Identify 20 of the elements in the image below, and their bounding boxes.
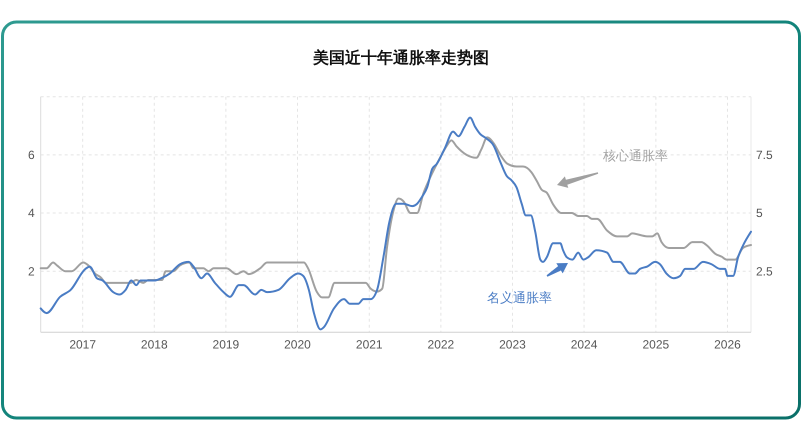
- y-tick-label: 2: [28, 264, 36, 278]
- x-tick-label: 2025: [642, 337, 670, 352]
- x-tick-label: 2017: [69, 337, 96, 352]
- y2-tick-label: 2.5: [756, 264, 774, 278]
- text: 核心通胀率: [602, 148, 668, 163]
- x-tick-label: 2022: [428, 337, 455, 352]
- legend-label: 名义通胀率: [487, 290, 552, 305]
- x-tick-label: 2021: [356, 337, 383, 352]
- y2-tick-label: 7.5: [756, 148, 774, 162]
- line-series: [40, 116, 752, 330]
- x-tick-label: 2018: [140, 337, 168, 352]
- x-tick-label: 2019: [212, 337, 240, 352]
- y-tick-label: 6: [28, 148, 36, 162]
- y2-tick-label: 5: [756, 206, 763, 220]
- x-tick-label: 2020: [284, 337, 312, 352]
- x-tick-label: 2026: [714, 337, 742, 352]
- chart-title: 美国近十年通胀率走势图: [312, 48, 489, 67]
- x-tick-label: 2023: [499, 337, 526, 352]
- x-tick-label: 2024: [570, 337, 598, 352]
- y-tick-label: 4: [28, 206, 36, 220]
